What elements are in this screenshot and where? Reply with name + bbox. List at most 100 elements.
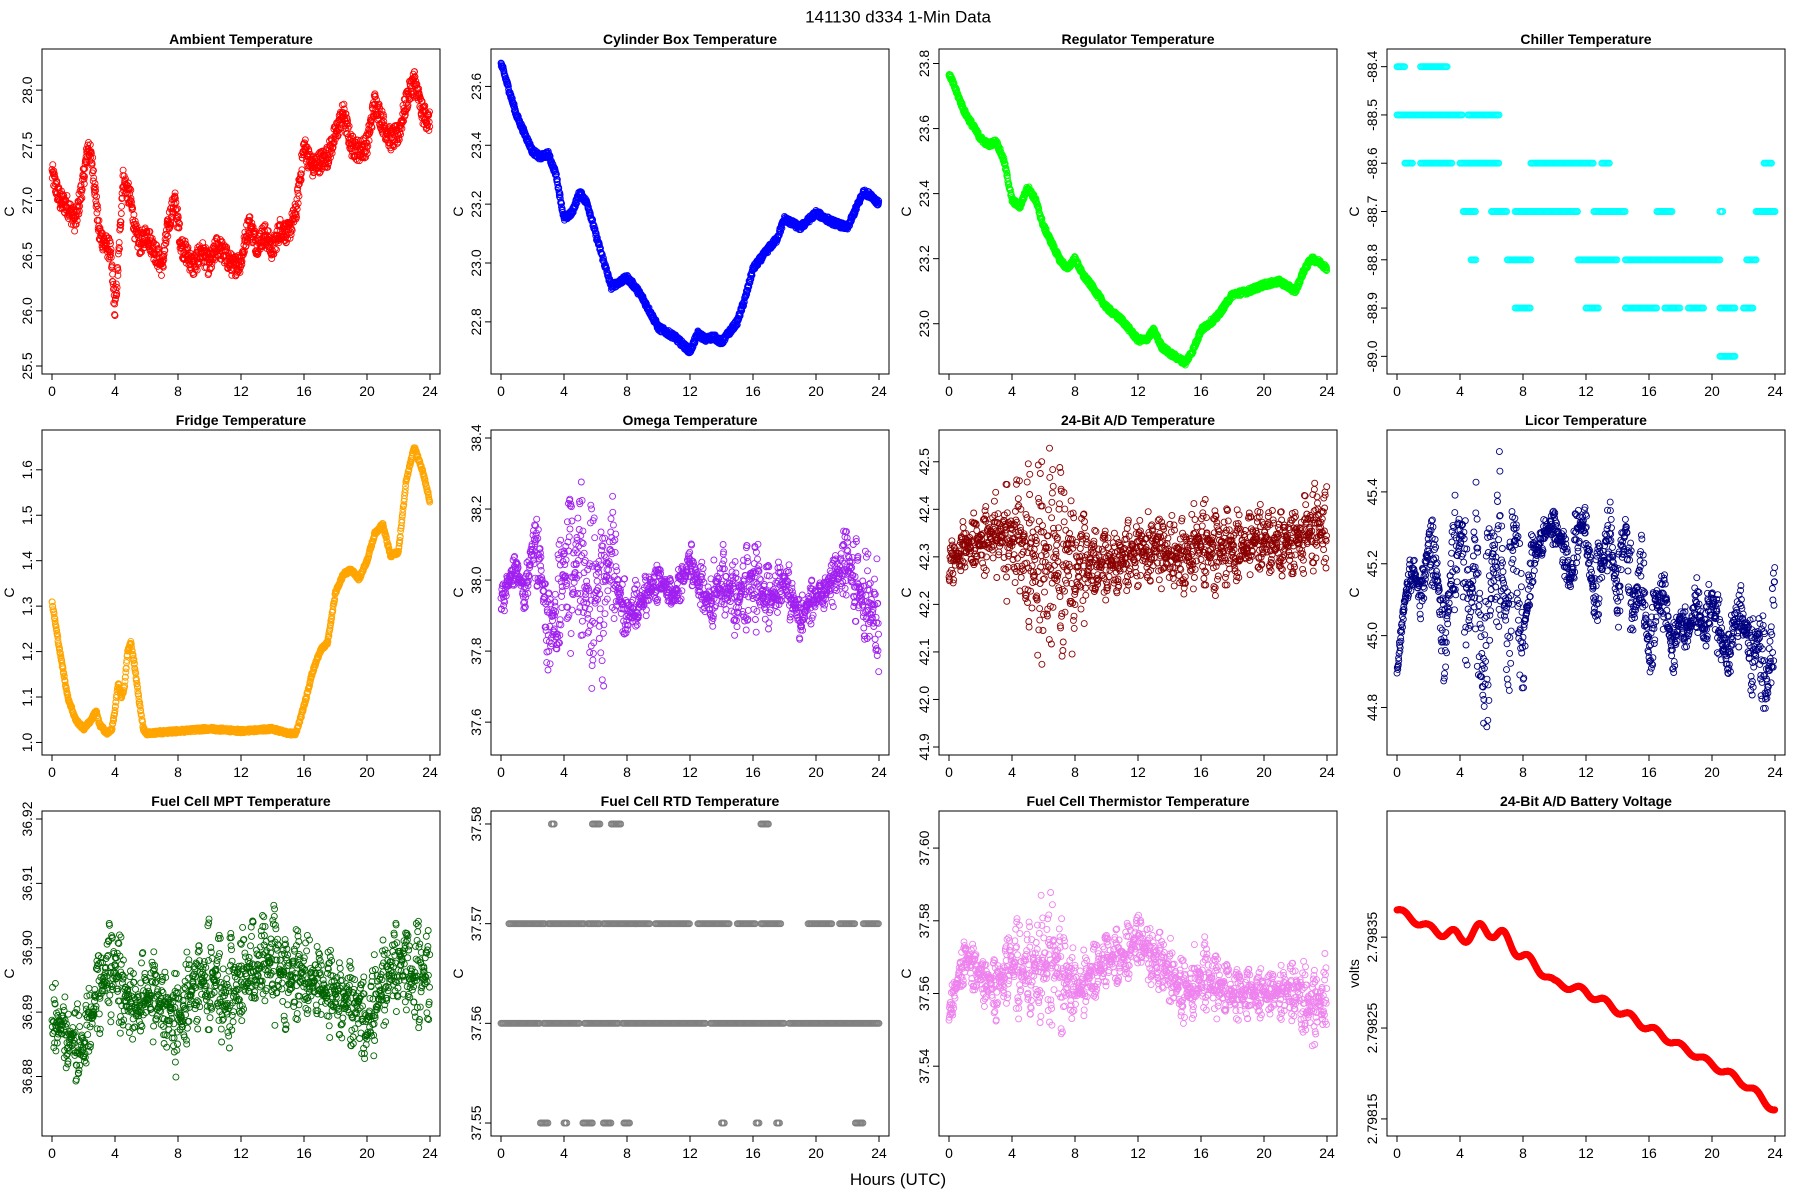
x-axis-label: Hours (UTC) — [850, 1170, 946, 1189]
data-point — [80, 175, 88, 183]
x-tick-label: 0 — [945, 383, 953, 399]
data-point — [90, 167, 97, 174]
data-point — [109, 278, 117, 286]
data-point — [93, 209, 101, 217]
y-tick-label: 23.6 — [468, 73, 484, 100]
data-point — [112, 294, 119, 302]
x-tick-label: 20 — [1256, 383, 1272, 399]
data-point — [72, 220, 80, 228]
data-point — [81, 165, 89, 173]
data-point — [78, 186, 86, 194]
data-point — [91, 180, 99, 187]
x-tick-label: 12 — [233, 383, 249, 399]
data-point — [93, 202, 101, 210]
data-point — [78, 186, 86, 194]
series-points — [945, 71, 1331, 369]
panel-0: Ambient Temperature 0 4 8 12 16 20 24 25.5 26.0 26… — [1, 31, 441, 399]
x-tick-label: 24 — [871, 383, 887, 399]
x-tick-label: 16 — [296, 383, 312, 399]
x-tick-label: 12 — [682, 383, 698, 399]
data-point — [426, 108, 433, 116]
panel-title: Chiller Temperature — [1520, 31, 1651, 47]
data-point — [91, 184, 99, 191]
data-point — [85, 138, 92, 146]
series-points — [48, 68, 434, 319]
x-tick-label: 8 — [1071, 383, 1079, 399]
data-point — [75, 210, 83, 218]
y-tick-label: 22.8 — [468, 308, 484, 335]
data-point — [107, 245, 115, 253]
x-tick-label: 20 — [808, 383, 824, 399]
x-tick-label: 0 — [497, 383, 505, 399]
data-point — [108, 261, 116, 269]
x-tick-label: 16 — [745, 383, 761, 399]
y-axis-label: C — [450, 206, 466, 216]
panel-title: Regulator Temperature — [1062, 31, 1215, 47]
x-tick-label: 4 — [1008, 383, 1016, 399]
panel-grid: Ambient Temperature 0 4 8 12 16 20 24 25.5 26.0 26… — [1, 31, 1786, 1161]
data-point — [298, 166, 306, 174]
plot-frame — [490, 48, 890, 375]
x-tick-label: 8 — [174, 383, 182, 399]
y-axis-label: C — [898, 206, 914, 216]
y-tick-label: 23.2 — [468, 190, 484, 217]
data-point — [81, 173, 88, 180]
data-point — [73, 217, 81, 224]
data-point — [111, 312, 119, 319]
data-point — [92, 200, 100, 208]
y-tick-label: 23.0 — [916, 310, 932, 337]
panel-1: Cylinder Box Temperature 0 4 8 12 16 20 24 22.8 2… — [450, 31, 890, 399]
data-point — [63, 192, 71, 200]
y-tick-label: 26.5 — [19, 242, 35, 269]
series-points — [497, 59, 883, 357]
x-tick-label: 4 — [111, 383, 119, 399]
data-point — [158, 271, 165, 279]
x-tick-label: 12 — [1130, 383, 1146, 399]
panel-2: Regulator Temperature 0 4 8 12 16 20 24 23.0 23.2… — [898, 31, 1338, 399]
data-point — [77, 181, 85, 189]
x-tick-label: 0 — [48, 383, 56, 399]
data-point — [87, 149, 95, 157]
y-tick-label: 27.5 — [19, 131, 35, 158]
data-point — [86, 141, 94, 149]
data-point — [106, 237, 114, 245]
data-point — [71, 227, 79, 235]
y-tick-label: 27.0 — [19, 187, 35, 214]
y-tick-label: 23.2 — [916, 245, 932, 272]
data-point — [50, 170, 58, 178]
y-tick-label: 25.5 — [19, 352, 35, 379]
data-point — [91, 188, 98, 196]
y-tick-label: 23.8 — [916, 50, 932, 77]
data-point — [89, 154, 97, 162]
y-tick-label: 23.4 — [916, 180, 932, 207]
data-point — [109, 270, 117, 278]
x-tick-label: 24 — [422, 383, 438, 399]
data-point — [112, 280, 120, 288]
y-tick-label: 26.0 — [19, 297, 35, 324]
data-point — [88, 160, 96, 168]
y-tick-label: 23.4 — [468, 131, 484, 158]
figure-title: 141130 d334 1-Min Data — [805, 7, 991, 26]
x-tick-label: 20 — [359, 383, 375, 399]
y-axis-label: C — [1, 206, 17, 216]
data-point — [107, 248, 115, 256]
data-point — [93, 193, 101, 201]
plot-frame — [938, 48, 1338, 375]
data-point — [75, 207, 83, 215]
data-point — [107, 253, 115, 261]
y-tick-label: 23.6 — [916, 115, 932, 142]
x-tick-label: 8 — [623, 383, 631, 399]
data-point — [95, 216, 103, 224]
x-tick-label: 4 — [560, 383, 568, 399]
data-point — [77, 195, 85, 203]
panel-title: Ambient Temperature — [169, 31, 313, 47]
data-point — [118, 202, 126, 210]
x-tick-label: 16 — [1193, 383, 1209, 399]
data-point — [78, 194, 86, 202]
y-tick-label: 23.0 — [468, 249, 484, 276]
data-point — [94, 205, 102, 213]
x-tick-label: 24 — [1319, 383, 1335, 399]
panel-title: Cylinder Box Temperature — [603, 31, 777, 47]
